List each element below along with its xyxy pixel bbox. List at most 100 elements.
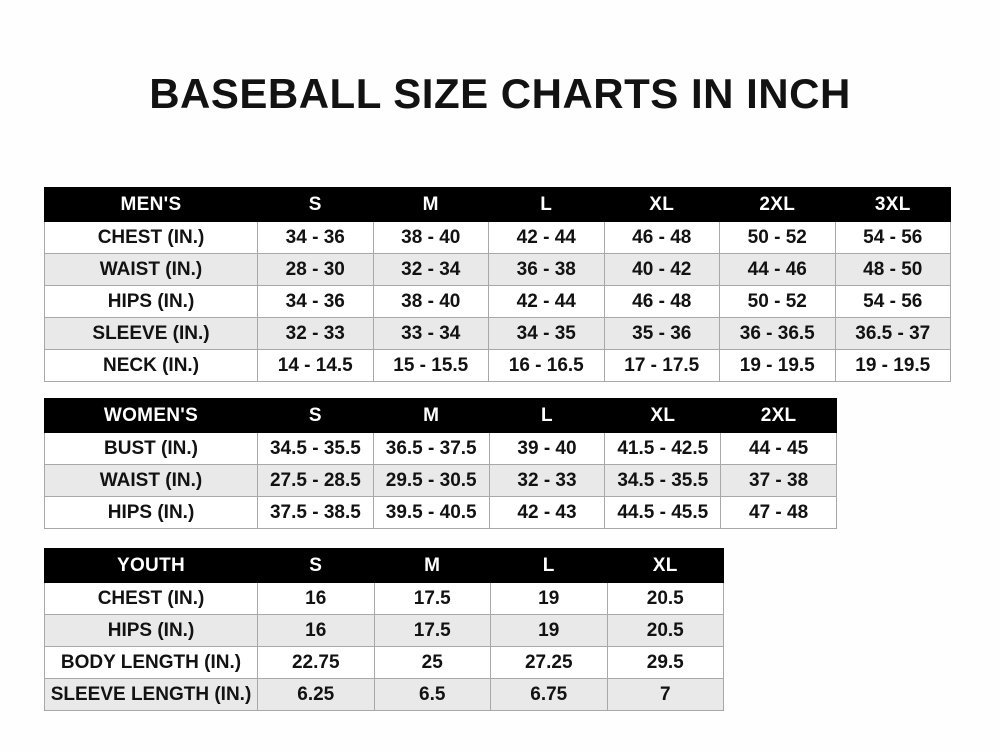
row-label: CHEST (IN.) [44,221,258,254]
cell-value: 46 - 48 [603,285,720,318]
cell-value: 6.25 [257,678,375,711]
row-label: SLEEVE LENGTH (IN.) [44,678,258,711]
cell-value: 19 [490,582,608,615]
cell-value: 32 - 34 [372,253,489,286]
cell-value: 36 - 36.5 [719,317,836,350]
row-label: HIPS (IN.) [44,285,258,318]
youth-header-xl: XL [606,548,724,583]
row-label: WAIST (IN.) [44,253,258,286]
cell-value: 19 [490,614,608,647]
table-row: NECK (IN.) 14 - 14.5 15 - 15.5 16 - 16.5… [44,349,951,382]
womens-table-body: BUST (IN.) 34.5 - 35.5 36.5 - 37.5 39 - … [44,432,837,529]
womens-header-s: S [257,398,374,433]
cell-value: 22.75 [257,646,375,679]
mens-header-3xl: 3XL [834,187,951,222]
cell-value: 36.5 - 37.5 [372,432,490,465]
cell-value: 29.5 - 30.5 [372,464,490,497]
cell-value: 29.5 [606,646,724,679]
womens-header-xl: XL [604,398,722,433]
cell-value: 19 - 19.5 [719,349,836,382]
page-title: BASEBALL SIZE CHARTS IN INCH [149,70,851,117]
cell-value: 54 - 56 [834,221,951,254]
cell-value: 19 - 19.5 [834,349,951,382]
table-row: SLEEVE (IN.) 32 - 33 33 - 34 34 - 35 35 … [44,317,951,350]
cell-value: 38 - 40 [372,221,489,254]
row-label: HIPS (IN.) [44,614,258,647]
table-row: SLEEVE LENGTH (IN.) 6.25 6.5 6.75 7 [44,678,724,711]
cell-value: 14 - 14.5 [257,349,374,382]
cell-value: 44 - 46 [719,253,836,286]
cell-value: 36.5 - 37 [834,317,951,350]
table-row: HIPS (IN.) 34 - 36 38 - 40 42 - 44 46 - … [44,285,951,318]
cell-value: 6.75 [490,678,608,711]
cell-value: 42 - 44 [488,221,605,254]
cell-value: 36 - 38 [488,253,605,286]
cell-value: 6.5 [373,678,491,711]
cell-value: 34.5 - 35.5 [604,464,722,497]
cell-value: 34 - 36 [257,285,374,318]
cell-value: 42 - 44 [488,285,605,318]
cell-value: 40 - 42 [603,253,720,286]
youth-table-body: CHEST (IN.) 16 17.5 19 20.5 HIPS (IN.) 1… [44,582,724,711]
youth-header-m: M [373,548,491,583]
row-label: WAIST (IN.) [44,464,258,497]
row-label: BODY LENGTH (IN.) [44,646,258,679]
cell-value: 7 [606,678,724,711]
cell-value: 15 - 15.5 [372,349,489,382]
cell-value: 50 - 52 [719,221,836,254]
cell-value: 37.5 - 38.5 [257,496,374,529]
womens-size-table: WOMEN'S S M L XL 2XL BUST (IN.) 34.5 - 3… [44,398,837,529]
womens-header-l: L [488,398,606,433]
table-row: CHEST (IN.) 16 17.5 19 20.5 [44,582,724,615]
cell-value: 25 [373,646,491,679]
mens-table-header: MEN'S S M L XL 2XL 3XL [44,187,951,222]
cell-value: 34.5 - 35.5 [257,432,374,465]
cell-value: 35 - 36 [603,317,720,350]
cell-value: 34 - 35 [488,317,605,350]
mens-header-2xl: 2XL [719,187,836,222]
table-row: WAIST (IN.) 28 - 30 32 - 34 36 - 38 40 -… [44,253,951,286]
cell-value: 44 - 45 [720,432,837,465]
table-header-row: MEN'S S M L XL 2XL 3XL [44,187,951,222]
table-row: HIPS (IN.) 37.5 - 38.5 39.5 - 40.5 42 - … [44,496,837,529]
cell-value: 54 - 56 [834,285,951,318]
cell-value: 50 - 52 [719,285,836,318]
cell-value: 27.5 - 28.5 [257,464,374,497]
womens-header-category: WOMEN'S [44,398,258,433]
mens-header-l: L [488,187,605,222]
cell-value: 17 - 17.5 [603,349,720,382]
cell-value: 16 [257,582,375,615]
cell-value: 39 - 40 [488,432,606,465]
cell-value: 42 - 43 [488,496,606,529]
youth-size-table: YOUTH S M L XL CHEST (IN.) 16 17.5 19 20… [44,548,724,711]
cell-value: 28 - 30 [257,253,374,286]
youth-header-category: YOUTH [44,548,258,583]
table-header-row: YOUTH S M L XL [44,548,724,583]
mens-header-s: S [257,187,374,222]
cell-value: 38 - 40 [372,285,489,318]
table-row: CHEST (IN.) 34 - 36 38 - 40 42 - 44 46 -… [44,221,951,254]
youth-header-s: S [257,548,375,583]
cell-value: 47 - 48 [720,496,837,529]
cell-value: 16 - 16.5 [488,349,605,382]
womens-header-m: M [372,398,490,433]
youth-header-l: L [490,548,608,583]
mens-header-category: MEN'S [44,187,258,222]
row-label: BUST (IN.) [44,432,258,465]
mens-header-m: M [372,187,489,222]
cell-value: 32 - 33 [257,317,374,350]
womens-table-header: WOMEN'S S M L XL 2XL [44,398,837,433]
row-label: CHEST (IN.) [44,582,258,615]
cell-value: 44.5 - 45.5 [604,496,722,529]
womens-header-2xl: 2XL [720,398,837,433]
cell-value: 27.25 [490,646,608,679]
cell-value: 48 - 50 [834,253,951,286]
mens-table-body: CHEST (IN.) 34 - 36 38 - 40 42 - 44 46 -… [44,221,951,382]
cell-value: 17.5 [373,614,491,647]
row-label: HIPS (IN.) [44,496,258,529]
cell-value: 37 - 38 [720,464,837,497]
cell-value: 46 - 48 [603,221,720,254]
cell-value: 39.5 - 40.5 [372,496,490,529]
cell-value: 34 - 36 [257,221,374,254]
